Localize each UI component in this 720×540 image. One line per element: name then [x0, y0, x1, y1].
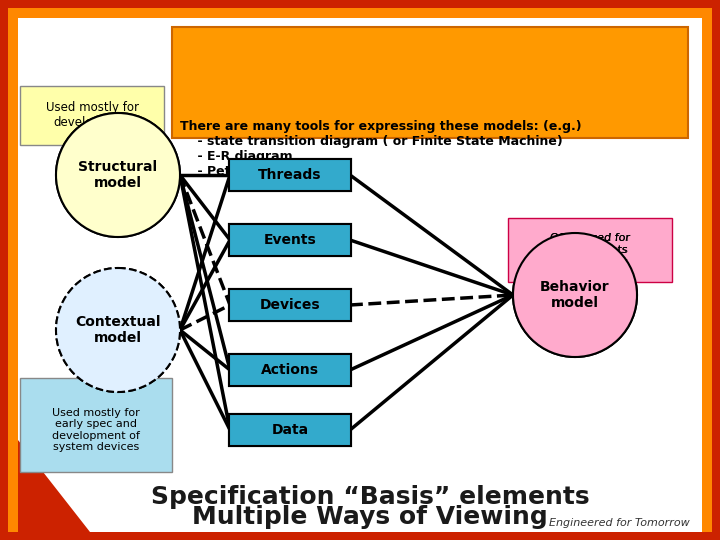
Text: Behavior
model: Behavior model	[540, 280, 610, 310]
Text: Threads: Threads	[258, 168, 322, 182]
FancyBboxPatch shape	[229, 224, 351, 256]
FancyBboxPatch shape	[172, 27, 688, 138]
FancyBboxPatch shape	[229, 414, 351, 446]
Text: Events: Events	[264, 233, 316, 247]
Text: Often used for
requirements
specifications: Often used for requirements specificatio…	[550, 233, 630, 267]
Text: Devices: Devices	[260, 298, 320, 312]
FancyBboxPatch shape	[20, 378, 172, 472]
Text: Data: Data	[271, 423, 309, 437]
Text: Engineered for Tomorrow: Engineered for Tomorrow	[549, 518, 690, 528]
FancyBboxPatch shape	[229, 354, 351, 386]
Text: Multiple Ways of Viewing: Multiple Ways of Viewing	[192, 505, 548, 529]
FancyBboxPatch shape	[8, 8, 712, 532]
FancyBboxPatch shape	[508, 218, 672, 282]
FancyBboxPatch shape	[229, 289, 351, 321]
Text: Structural
model: Structural model	[78, 160, 158, 190]
Text: Devices: Devices	[260, 298, 320, 312]
Circle shape	[513, 233, 637, 357]
FancyBboxPatch shape	[229, 289, 351, 321]
FancyBboxPatch shape	[229, 224, 351, 256]
FancyBboxPatch shape	[229, 159, 351, 191]
Circle shape	[56, 113, 180, 237]
Circle shape	[513, 233, 637, 357]
Circle shape	[56, 268, 180, 392]
Text: Specification “Basis” elements: Specification “Basis” elements	[150, 485, 589, 509]
Text: Threads: Threads	[258, 168, 322, 182]
FancyBboxPatch shape	[20, 86, 164, 145]
FancyBboxPatch shape	[229, 414, 351, 446]
Text: Contextual
model: Contextual model	[76, 315, 161, 345]
Polygon shape	[18, 440, 90, 532]
Text: Structural
model: Structural model	[78, 160, 158, 190]
Circle shape	[56, 268, 180, 392]
Text: Behavior
model: Behavior model	[540, 280, 610, 310]
FancyBboxPatch shape	[229, 159, 351, 191]
Circle shape	[56, 113, 180, 237]
FancyBboxPatch shape	[18, 18, 702, 532]
Text: Contextual
model: Contextual model	[76, 315, 161, 345]
Text: There are many tools for expressing these models: (e.g.)
    - state transition : There are many tools for expressing thes…	[180, 120, 582, 178]
FancyBboxPatch shape	[229, 354, 351, 386]
Text: Used mostly for
development: Used mostly for development	[45, 101, 138, 129]
Text: Data: Data	[271, 423, 309, 437]
Text: Used mostly for
early spec and
development of
system devices: Used mostly for early spec and developme…	[52, 408, 140, 453]
Text: Actions: Actions	[261, 363, 319, 377]
Text: Often used for
requirements
specifications: Often used for requirements specificatio…	[550, 233, 630, 267]
Text: Events: Events	[264, 233, 316, 247]
Text: Actions: Actions	[261, 363, 319, 377]
